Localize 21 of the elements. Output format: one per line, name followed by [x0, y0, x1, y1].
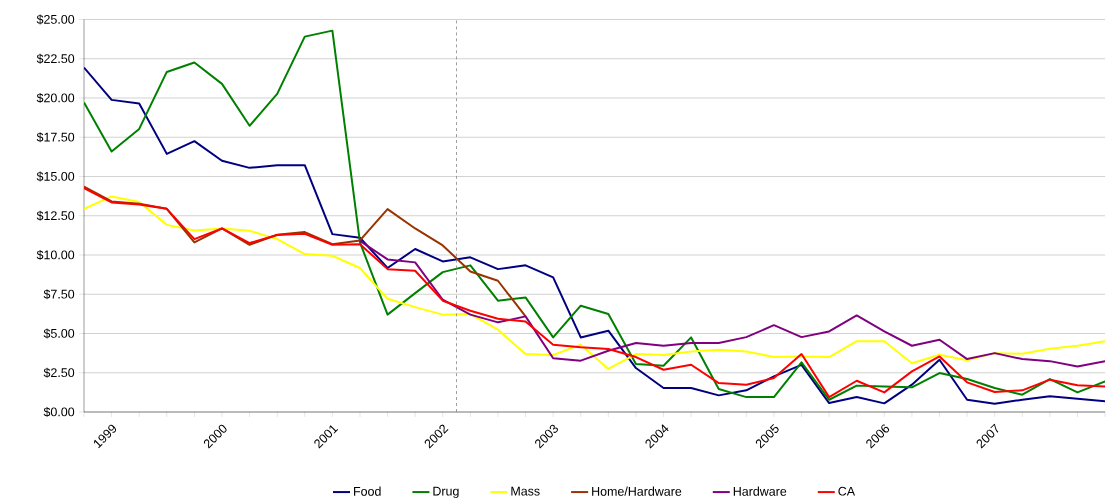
y-tick-label: $5.00: [43, 328, 75, 339]
legend-label: Hardware: [733, 486, 787, 496]
line-series: [84, 185, 527, 318]
line-series: [84, 195, 1106, 370]
y-tick-label: $15.00: [36, 171, 75, 182]
legend-label: Home/Hardware: [592, 486, 682, 496]
y-tick-label: $10.00: [36, 249, 75, 261]
y-tick-label: $20.00: [36, 92, 75, 104]
y-tick-label: $12.50: [36, 210, 75, 221]
legend-label: Drug: [433, 486, 459, 498]
y-tick-label: $22.50: [36, 53, 75, 64]
y-tick-label: $25.00: [36, 14, 75, 25]
y-tick-label: $7.50: [43, 289, 75, 300]
y-tick-label: $17.50: [36, 132, 75, 143]
line-series: [84, 187, 1106, 399]
legend-label: Mass: [511, 486, 540, 496]
legend-label: Food: [354, 486, 381, 496]
line-series: [358, 239, 1106, 368]
y-tick-label: $0.00: [43, 406, 75, 418]
y-tick-label: $2.50: [43, 367, 75, 378]
legend-label: CA: [838, 486, 856, 496]
